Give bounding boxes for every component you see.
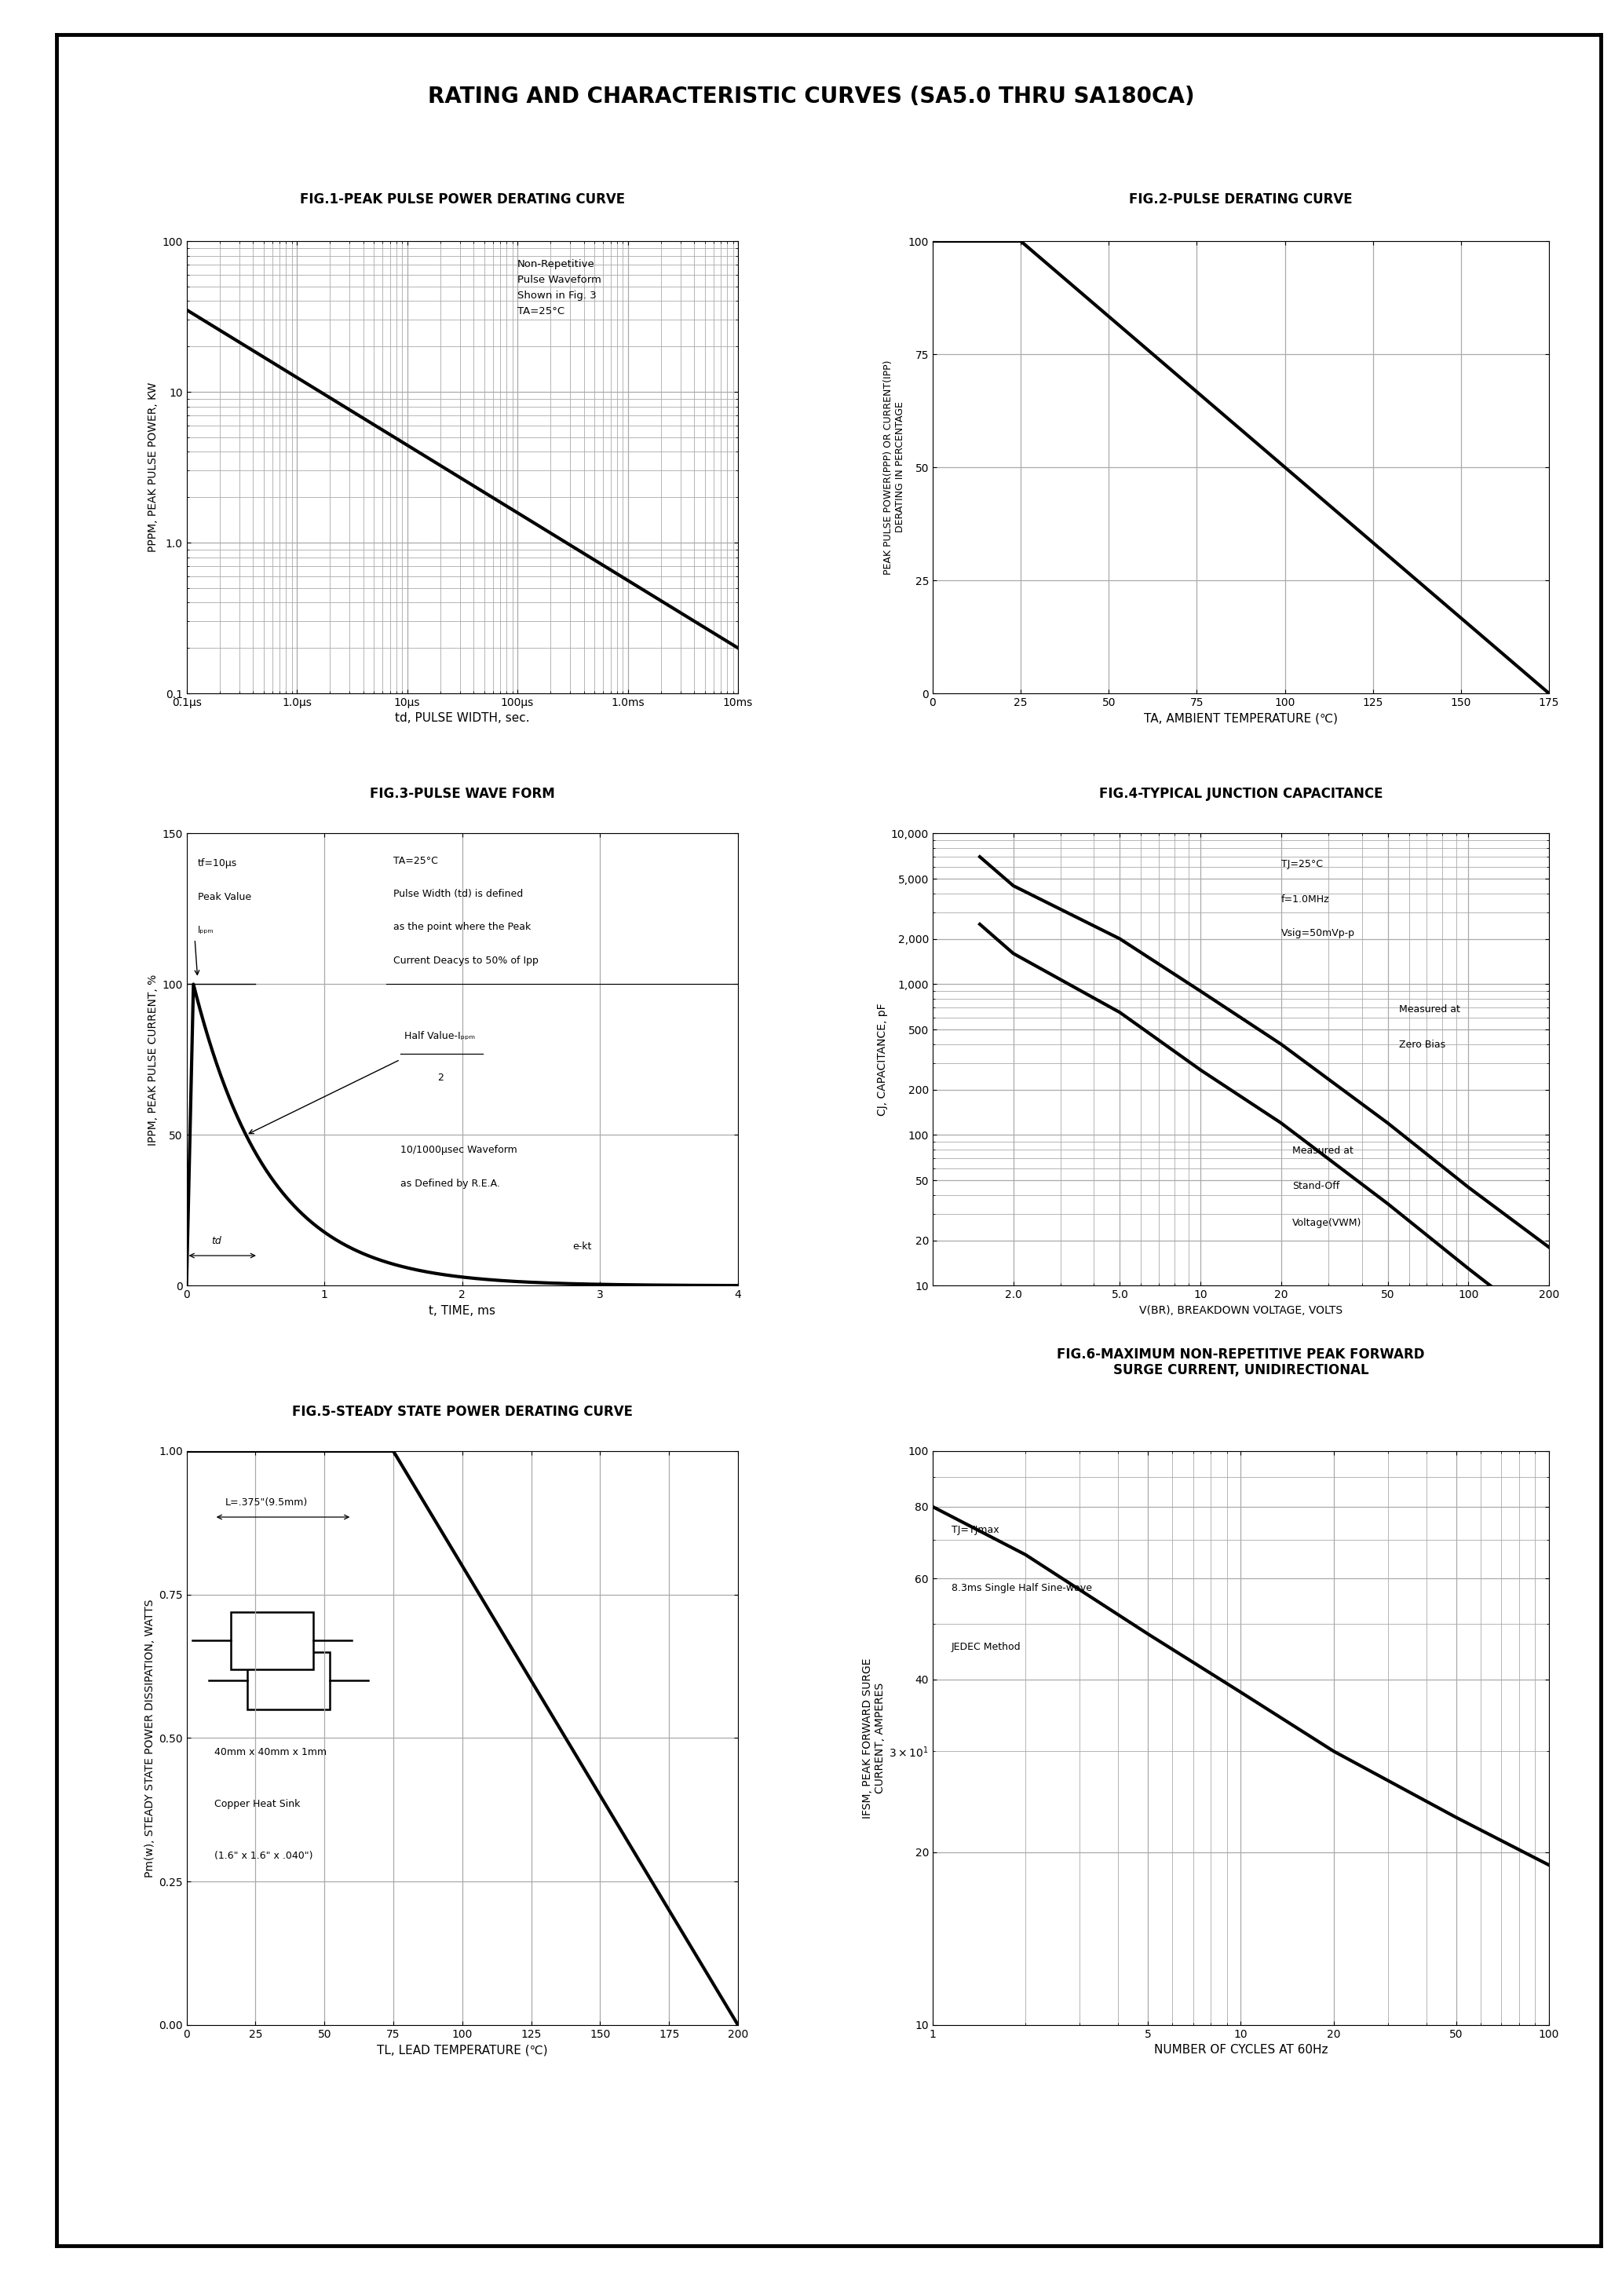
Y-axis label: CJ, CAPACITANCE, pF: CJ, CAPACITANCE, pF [876, 1003, 887, 1116]
Text: Peak Value: Peak Value [198, 891, 251, 902]
Text: 2: 2 [438, 1072, 444, 1084]
Y-axis label: PPPM, PEAK PULSE POWER, KW: PPPM, PEAK PULSE POWER, KW [148, 383, 159, 551]
Text: Pulse Width (td) is defined: Pulse Width (td) is defined [393, 889, 522, 900]
Text: 10/1000μsec Waveform: 10/1000μsec Waveform [401, 1146, 517, 1155]
Y-axis label: IPPM, PEAK PULSE CURRENT, %: IPPM, PEAK PULSE CURRENT, % [148, 974, 159, 1146]
Text: Vsig=50mVp-p: Vsig=50mVp-p [1281, 928, 1354, 939]
Text: e-kt: e-kt [573, 1242, 592, 1251]
Text: FIG.4-TYPICAL JUNCTION CAPACITANCE: FIG.4-TYPICAL JUNCTION CAPACITANCE [1100, 788, 1382, 801]
Text: 40mm x 40mm x 1mm: 40mm x 40mm x 1mm [214, 1747, 326, 1759]
Y-axis label: IFSM, PEAK FORWARD SURGE
CURRENT, AMPERES: IFSM, PEAK FORWARD SURGE CURRENT, AMPERE… [861, 1658, 886, 1818]
Text: Iₚₚₘ: Iₚₚₘ [198, 925, 214, 934]
Text: 8.3ms Single Half Sine-wave: 8.3ms Single Half Sine-wave [952, 1584, 1092, 1593]
Text: FIG.2-PULSE DERATING CURVE: FIG.2-PULSE DERATING CURVE [1129, 193, 1353, 207]
Text: Copper Heat Sink: Copper Heat Sink [214, 1800, 300, 1809]
Text: as Defined by R.E.A.: as Defined by R.E.A. [401, 1178, 500, 1189]
Text: tf=10μs: tf=10μs [198, 859, 237, 868]
Text: Stand-Off: Stand-Off [1293, 1180, 1340, 1192]
X-axis label: NUMBER OF CYCLES AT 60Hz: NUMBER OF CYCLES AT 60Hz [1153, 2043, 1328, 2055]
Text: (1.6" x 1.6" x .040"): (1.6" x 1.6" x .040") [214, 1851, 313, 1862]
Text: f=1.0MHz: f=1.0MHz [1281, 895, 1330, 905]
X-axis label: td, PULSE WIDTH, sec.: td, PULSE WIDTH, sec. [394, 712, 530, 723]
Y-axis label: PEAK PULSE POWER(PPP) OR CURRENT(IPP)
DERATING IN PERCENTAGE: PEAK PULSE POWER(PPP) OR CURRENT(IPP) DE… [882, 360, 905, 574]
Text: Current Deacys to 50% of Ipp: Current Deacys to 50% of Ipp [393, 955, 539, 964]
Text: Measured at: Measured at [1293, 1146, 1353, 1157]
Text: FIG.6-MAXIMUM NON-REPETITIVE PEAK FORWARD
SURGE CURRENT, UNIDIRECTIONAL: FIG.6-MAXIMUM NON-REPETITIVE PEAK FORWAR… [1058, 1348, 1424, 1378]
Text: Zero Bias: Zero Bias [1398, 1040, 1445, 1049]
Text: RATING AND CHARACTERISTIC CURVES (SA5.0 THRU SA180CA): RATING AND CHARACTERISTIC CURVES (SA5.0 … [428, 85, 1194, 108]
Text: JEDEC Method: JEDEC Method [952, 1642, 1020, 1653]
Text: FIG.5-STEADY STATE POWER DERATING CURVE: FIG.5-STEADY STATE POWER DERATING CURVE [292, 1405, 633, 1419]
Text: Voltage(VWM): Voltage(VWM) [1293, 1217, 1361, 1228]
X-axis label: TA, AMBIENT TEMPERATURE (℃): TA, AMBIENT TEMPERATURE (℃) [1144, 712, 1338, 723]
Text: td: td [211, 1235, 221, 1247]
X-axis label: V(BR), BREAKDOWN VOLTAGE, VOLTS: V(BR), BREAKDOWN VOLTAGE, VOLTS [1139, 1304, 1343, 1316]
Text: FIG.1-PEAK PULSE POWER DERATING CURVE: FIG.1-PEAK PULSE POWER DERATING CURVE [300, 193, 624, 207]
Text: L=.375"(9.5mm): L=.375"(9.5mm) [225, 1497, 308, 1508]
Y-axis label: Pm(w), STEADY STATE POWER DISSIPATION, WATTS: Pm(w), STEADY STATE POWER DISSIPATION, W… [144, 1598, 156, 1878]
Text: as the point where the Peak: as the point where the Peak [393, 923, 530, 932]
Text: TJ=TJmax: TJ=TJmax [952, 1525, 999, 1536]
Bar [247, 1653, 329, 1708]
Bar [230, 1612, 313, 1669]
Text: FIG.3-PULSE WAVE FORM: FIG.3-PULSE WAVE FORM [370, 788, 555, 801]
Text: Measured at: Measured at [1398, 1006, 1460, 1015]
Text: Non-Repetitive
Pulse Waveform
Shown in Fig. 3
TA=25°C: Non-Repetitive Pulse Waveform Shown in F… [517, 259, 602, 317]
Text: TJ=25°C: TJ=25°C [1281, 859, 1324, 870]
X-axis label: t, TIME, ms: t, TIME, ms [428, 1304, 496, 1316]
Text: Half Value-Iₚₚₘ: Half Value-Iₚₚₘ [404, 1031, 475, 1040]
X-axis label: TL, LEAD TEMPERATURE (℃): TL, LEAD TEMPERATURE (℃) [376, 2043, 548, 2055]
Text: TA=25°C: TA=25°C [393, 856, 438, 866]
